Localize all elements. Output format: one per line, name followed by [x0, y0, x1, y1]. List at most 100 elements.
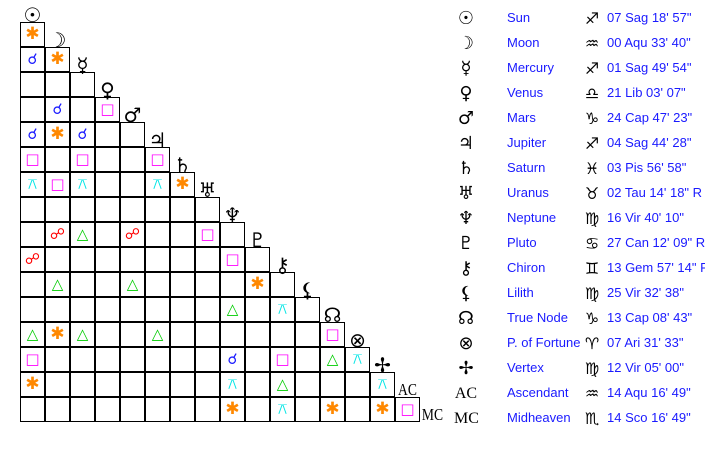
planet-row: ♀ Venus ♎ 21 Lib 03' 07"	[450, 80, 705, 105]
planet-name-link[interactable]: Lilith	[507, 285, 534, 300]
aspect-cell: ⚻	[370, 372, 395, 397]
planet-position-link[interactable]: 12 Vir 05' 00"	[607, 360, 684, 375]
planet-name-link[interactable]: Jupiter	[507, 135, 547, 150]
planet-position-link[interactable]: 14 Sco 16' 49"	[607, 410, 691, 425]
planet-position-link[interactable]: 16 Vir 40' 10"	[607, 210, 684, 225]
conjunction-icon: ☌	[27, 50, 38, 68]
planet-position-link[interactable]: 13 Cap 08' 43"	[607, 310, 693, 325]
aspect-cell	[20, 297, 45, 322]
aspect-cell	[220, 272, 245, 297]
aspect-cell	[70, 272, 95, 297]
square-icon: □	[150, 150, 165, 168]
planet-position-link[interactable]: 02 Tau 14' 18" R	[607, 185, 703, 200]
aspect-cell	[95, 172, 120, 197]
aspect-cell	[170, 372, 195, 397]
trine-icon: △	[51, 275, 64, 293]
planet-name-link[interactable]: Chiron	[507, 260, 546, 275]
vertex-glyph-icon: ✢	[374, 352, 391, 377]
aspect-cell	[95, 322, 120, 347]
aspect-cell: ✱	[45, 322, 70, 347]
aspect-cell: ☌	[20, 122, 45, 147]
aspect-cell: △	[20, 322, 45, 347]
planet-position-link[interactable]: 03 Pis 56' 58"	[607, 160, 687, 175]
planet-name-link[interactable]: Mercury	[507, 60, 554, 75]
planet-row: ♂ Mars ♑ 24 Cap 47' 23"	[450, 105, 705, 130]
planet-name-link[interactable]: Pluto	[507, 235, 537, 250]
zodiac-sign-icon: ♈	[584, 334, 600, 353]
aspect-cell: ✱	[320, 397, 345, 422]
planet-row: ⚷ Chiron ♊ 13 Gem 57' 14" R	[450, 255, 705, 280]
planet-position-link[interactable]: 24 Cap 47' 23"	[607, 110, 693, 125]
aspect-cell: ☍	[120, 222, 145, 247]
sextile-icon: ✱	[325, 399, 340, 419]
aspect-cell	[320, 372, 345, 397]
sextile-icon: ✱	[50, 124, 65, 144]
aspect-cell	[70, 72, 95, 97]
planet-position-link[interactable]: 25 Vir 32' 38"	[607, 285, 684, 300]
planet-name-link[interactable]: Mars	[507, 110, 536, 125]
aspect-cell	[195, 272, 220, 297]
aspect-cell	[70, 247, 95, 272]
aspect-cell	[70, 97, 95, 122]
planet-position-link[interactable]: 13 Gem 57' 14" R	[607, 260, 705, 275]
planet-name-link[interactable]: Ascendant	[507, 385, 569, 400]
aspect-cell	[295, 372, 320, 397]
midheaven-icon: MC	[454, 410, 479, 427]
planet-position-link[interactable]: 04 Sag 44' 28"	[607, 135, 692, 150]
zodiac-sign-icon: ♋	[584, 234, 600, 253]
planet-position-link[interactable]: 07 Sag 18' 57"	[607, 10, 692, 25]
pluto-icon: ♇	[457, 233, 475, 254]
planet-position-link[interactable]: 27 Can 12' 09" R	[607, 235, 705, 250]
planet-name-link[interactable]: Moon	[507, 35, 540, 50]
trine-icon: △	[126, 275, 139, 293]
trine-icon: △	[76, 325, 89, 343]
aspect-cell: △	[270, 372, 295, 397]
aspect-cell	[220, 322, 245, 347]
aspect-cell: ☌	[45, 97, 70, 122]
aspect-cell	[70, 197, 95, 222]
planet-name-link[interactable]: True Node	[507, 310, 568, 325]
planet-name-link[interactable]: Venus	[507, 85, 544, 100]
lilith-icon: ⚸	[459, 283, 473, 304]
quincunx-icon: ⚻	[377, 375, 388, 393]
quincunx-icon: ⚻	[27, 175, 38, 193]
planet-row: MC Midheaven ♏ 14 Sco 16' 49"	[450, 405, 705, 430]
aspect-cell: □	[70, 147, 95, 172]
chiron-icon: ⚷	[459, 258, 473, 279]
planet-name-link[interactable]: Midheaven	[507, 410, 571, 425]
quincunx-icon: ⚻	[77, 175, 88, 193]
planet-position-link[interactable]: 01 Sag 49' 54"	[607, 60, 692, 75]
aspect-cell	[270, 322, 295, 347]
aspect-cell	[120, 347, 145, 372]
planet-name-link[interactable]: Neptune	[507, 210, 557, 225]
planet-name-link[interactable]: Saturn	[507, 160, 546, 175]
aspect-cell	[245, 347, 270, 372]
square-icon: □	[25, 350, 40, 368]
conjunction-icon: ☌	[77, 125, 88, 143]
planet-name-link[interactable]: P. of Fortune	[507, 335, 581, 350]
sun-glyph-icon: ☉	[23, 2, 42, 27]
aspect-cell: △	[220, 297, 245, 322]
sextile-icon: ✱	[250, 274, 265, 294]
planet-row: ✢ Vertex ♍ 12 Vir 05' 00"	[450, 355, 705, 380]
neptune-glyph-icon: ♆	[223, 202, 242, 227]
aspect-cell: ✱	[45, 47, 70, 72]
planet-name-link[interactable]: Sun	[507, 10, 531, 25]
moon-icon: ☽	[457, 33, 475, 54]
aspect-cell: □	[20, 347, 45, 372]
planet-position-link[interactable]: 00 Aqu 33' 40"	[607, 35, 691, 50]
planet-position-link[interactable]: 07 Ari 31' 33"	[607, 335, 684, 350]
planet-position-link[interactable]: 21 Lib 03' 07"	[607, 85, 686, 100]
aspect-cell	[70, 297, 95, 322]
square-icon: □	[75, 150, 90, 168]
planet-position-link[interactable]: 14 Aqu 16' 49"	[607, 385, 691, 400]
true-node-glyph-icon: ☊	[323, 302, 342, 327]
planet-name-link[interactable]: Uranus	[507, 185, 549, 200]
planet-row: ☿ Mercury ♐ 01 Sag 49' 54"	[450, 55, 705, 80]
planet-name-link[interactable]: Vertex	[507, 360, 544, 375]
zodiac-sign-icon: ♒	[584, 34, 600, 53]
aspect-cell	[95, 397, 120, 422]
aspect-cell: ⚻	[70, 172, 95, 197]
quincunx-icon: ⚻	[152, 175, 163, 193]
midheaven-glyph-icon: MC	[421, 404, 444, 424]
